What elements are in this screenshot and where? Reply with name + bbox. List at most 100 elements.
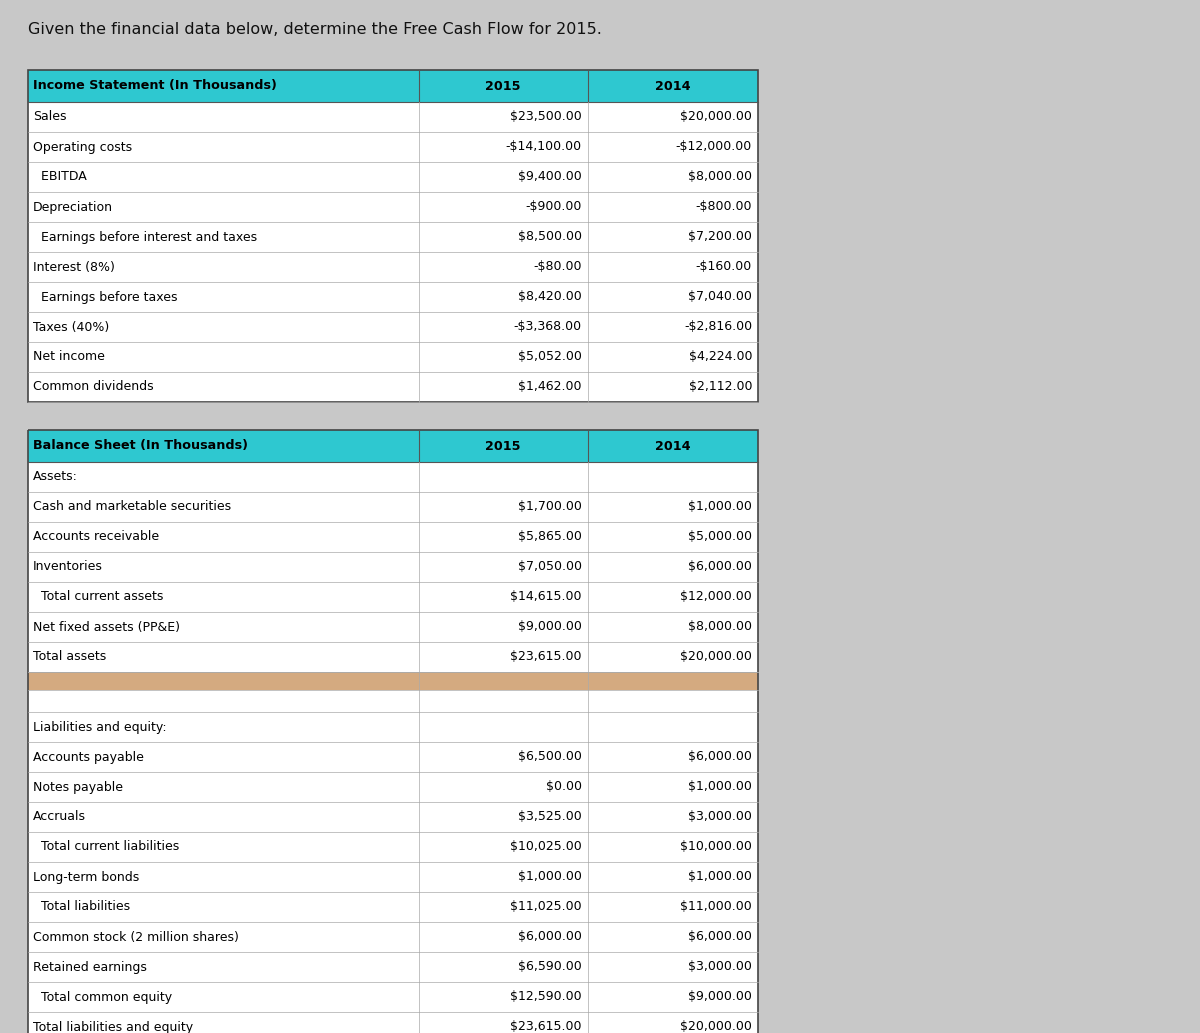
Text: Total liabilities and equity: Total liabilities and equity — [34, 1021, 193, 1033]
Text: $6,500.00: $6,500.00 — [518, 751, 582, 763]
Bar — [28, 430, 758, 462]
Bar — [28, 282, 758, 312]
Bar — [28, 641, 758, 672]
Text: $14,615.00: $14,615.00 — [510, 591, 582, 603]
Text: $3,525.00: $3,525.00 — [518, 811, 582, 823]
Text: 2014: 2014 — [655, 80, 691, 93]
Text: Assets:: Assets: — [34, 470, 78, 483]
Text: Earnings before taxes: Earnings before taxes — [34, 290, 178, 304]
Text: Inventories: Inventories — [34, 561, 103, 573]
Bar — [28, 552, 758, 582]
Text: $1,700.00: $1,700.00 — [518, 501, 582, 513]
Bar — [28, 612, 758, 641]
Text: Total common equity: Total common equity — [34, 991, 172, 1003]
Text: EBITDA: EBITDA — [34, 170, 86, 184]
Text: $1,000.00: $1,000.00 — [688, 501, 752, 513]
Text: $6,000.00: $6,000.00 — [688, 931, 752, 943]
Text: $6,590.00: $6,590.00 — [518, 961, 582, 973]
Text: $0.00: $0.00 — [546, 781, 582, 793]
Text: Sales: Sales — [34, 111, 66, 124]
Text: $9,000.00: $9,000.00 — [688, 991, 752, 1003]
Text: $10,025.00: $10,025.00 — [510, 841, 582, 853]
Text: $7,040.00: $7,040.00 — [688, 290, 752, 304]
Text: 2014: 2014 — [655, 439, 691, 452]
Text: $8,000.00: $8,000.00 — [688, 621, 752, 633]
Bar — [28, 712, 758, 742]
Bar — [28, 922, 758, 952]
Text: Balance Sheet (In Thousands): Balance Sheet (In Thousands) — [34, 439, 248, 452]
Text: $11,000.00: $11,000.00 — [680, 901, 752, 913]
Text: $23,615.00: $23,615.00 — [510, 1021, 582, 1033]
Bar — [28, 952, 758, 982]
Bar — [28, 772, 758, 802]
Text: $20,000.00: $20,000.00 — [680, 651, 752, 663]
Bar — [28, 982, 758, 1012]
Text: Accounts receivable: Accounts receivable — [34, 531, 160, 543]
Text: $4,224.00: $4,224.00 — [689, 350, 752, 364]
Bar — [28, 132, 758, 162]
Bar — [28, 802, 758, 832]
Text: $5,000.00: $5,000.00 — [688, 531, 752, 543]
Text: $7,200.00: $7,200.00 — [688, 230, 752, 244]
Bar — [28, 522, 758, 552]
Text: $3,000.00: $3,000.00 — [688, 811, 752, 823]
Text: -$2,816.00: -$2,816.00 — [684, 320, 752, 334]
Text: $1,000.00: $1,000.00 — [688, 781, 752, 793]
Text: 2015: 2015 — [486, 439, 521, 452]
Text: Depreciation: Depreciation — [34, 200, 113, 214]
Text: $20,000.00: $20,000.00 — [680, 1021, 752, 1033]
Bar — [28, 70, 758, 102]
Text: Net fixed assets (PP&E): Net fixed assets (PP&E) — [34, 621, 180, 633]
Bar — [28, 1012, 758, 1033]
Text: -$80.00: -$80.00 — [534, 260, 582, 274]
Text: Operating costs: Operating costs — [34, 140, 132, 154]
Bar — [28, 690, 758, 712]
Text: $5,865.00: $5,865.00 — [518, 531, 582, 543]
Text: $20,000.00: $20,000.00 — [680, 111, 752, 124]
Text: $9,000.00: $9,000.00 — [518, 621, 582, 633]
Text: Total liabilities: Total liabilities — [34, 901, 130, 913]
Bar — [28, 162, 758, 192]
Text: $12,000.00: $12,000.00 — [680, 591, 752, 603]
Text: Cash and marketable securities: Cash and marketable securities — [34, 501, 232, 513]
Text: Notes payable: Notes payable — [34, 781, 124, 793]
Text: $2,112.00: $2,112.00 — [689, 380, 752, 394]
Text: Interest (8%): Interest (8%) — [34, 260, 115, 274]
Bar — [28, 342, 758, 372]
Bar — [28, 192, 758, 222]
Bar — [28, 582, 758, 612]
Text: Earnings before interest and taxes: Earnings before interest and taxes — [34, 230, 257, 244]
Text: $6,000.00: $6,000.00 — [518, 931, 582, 943]
Bar — [28, 102, 758, 132]
Bar — [28, 372, 758, 402]
Text: Common stock (2 million shares): Common stock (2 million shares) — [34, 931, 239, 943]
Text: $8,500.00: $8,500.00 — [518, 230, 582, 244]
Text: $7,050.00: $7,050.00 — [518, 561, 582, 573]
Text: Given the financial data below, determine the Free Cash Flow for 2015.: Given the financial data below, determin… — [28, 22, 602, 37]
Text: Income Statement (In Thousands): Income Statement (In Thousands) — [34, 80, 277, 93]
Text: $23,615.00: $23,615.00 — [510, 651, 582, 663]
Text: $1,000.00: $1,000.00 — [688, 871, 752, 883]
Bar — [28, 252, 758, 282]
Text: Accounts payable: Accounts payable — [34, 751, 144, 763]
Text: -$800.00: -$800.00 — [696, 200, 752, 214]
Bar — [28, 222, 758, 252]
Text: 2015: 2015 — [486, 80, 521, 93]
Text: $9,400.00: $9,400.00 — [518, 170, 582, 184]
Bar — [28, 462, 758, 492]
Text: Liabilities and equity:: Liabilities and equity: — [34, 720, 167, 733]
Text: Total assets: Total assets — [34, 651, 107, 663]
Bar — [28, 430, 758, 1033]
Text: $23,500.00: $23,500.00 — [510, 111, 582, 124]
Text: Accruals: Accruals — [34, 811, 86, 823]
Bar — [28, 672, 758, 690]
Text: -$160.00: -$160.00 — [696, 260, 752, 274]
Text: $1,462.00: $1,462.00 — [518, 380, 582, 394]
Bar — [28, 492, 758, 522]
Bar — [28, 70, 758, 402]
Text: $6,000.00: $6,000.00 — [688, 561, 752, 573]
Text: $8,000.00: $8,000.00 — [688, 170, 752, 184]
Text: $3,000.00: $3,000.00 — [688, 961, 752, 973]
Text: Taxes (40%): Taxes (40%) — [34, 320, 109, 334]
Text: -$3,368.00: -$3,368.00 — [514, 320, 582, 334]
